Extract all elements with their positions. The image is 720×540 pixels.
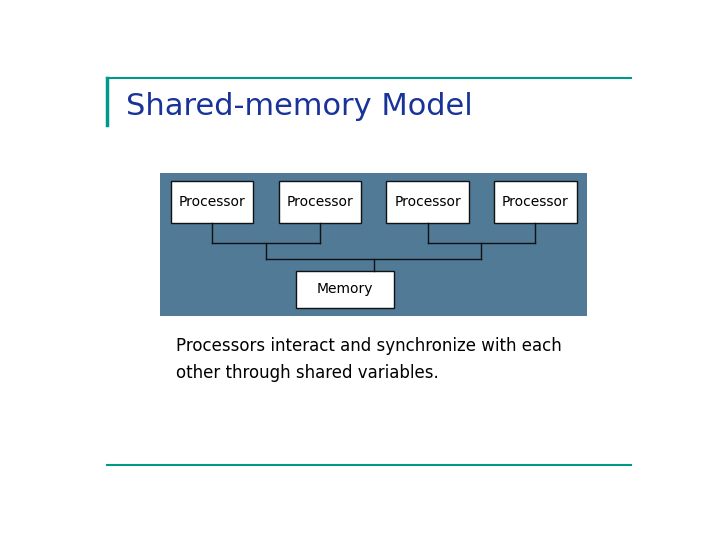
FancyBboxPatch shape: [494, 181, 577, 223]
FancyBboxPatch shape: [297, 271, 394, 308]
Text: Processor: Processor: [287, 195, 354, 209]
Text: Processors interact and synchronize with each
other through shared variables.: Processors interact and synchronize with…: [176, 337, 562, 382]
FancyBboxPatch shape: [171, 181, 253, 223]
Text: Processor: Processor: [395, 195, 461, 209]
FancyBboxPatch shape: [279, 181, 361, 223]
Text: Memory: Memory: [317, 282, 374, 296]
Text: Processor: Processor: [179, 195, 246, 209]
Text: Processor: Processor: [502, 195, 569, 209]
FancyBboxPatch shape: [160, 173, 587, 316]
FancyBboxPatch shape: [387, 181, 469, 223]
Text: Shared-memory Model: Shared-memory Model: [126, 92, 473, 121]
